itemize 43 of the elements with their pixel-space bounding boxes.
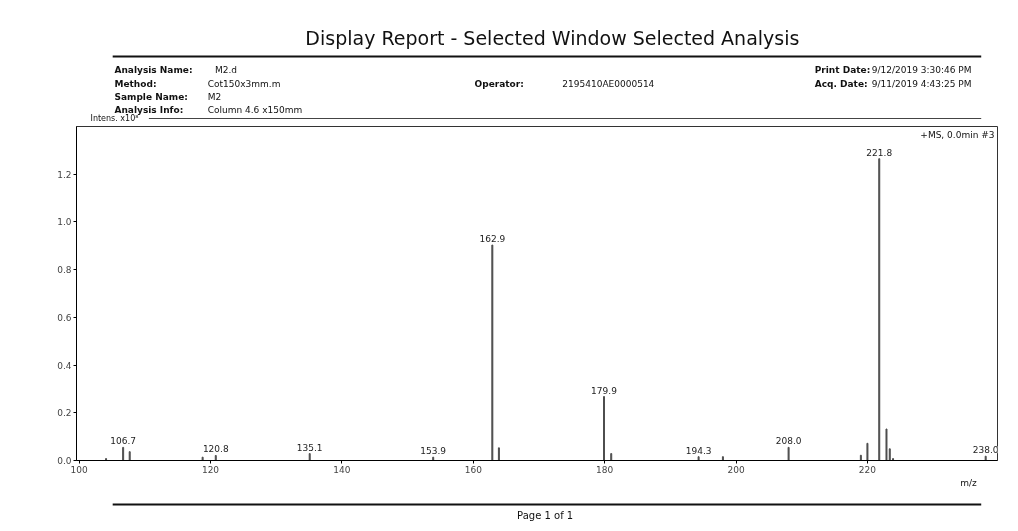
y-tick-label: 1.0	[57, 217, 72, 228]
y-tick-label: 0.0	[57, 456, 72, 466]
x-tick-label: 140	[333, 464, 351, 475]
x-tick-label: 100	[70, 464, 88, 475]
text: 2195410AE0000514	[562, 78, 655, 89]
y-tick-label: 0.2	[57, 408, 72, 419]
x-tick-label: 220	[858, 464, 877, 475]
y-tick-label: 1.2	[57, 169, 72, 180]
text: Acq. Date:	[814, 78, 868, 89]
text: Analysis Name:	[114, 64, 193, 75]
annotation: 179.9	[591, 385, 618, 396]
y-axis-title: Intens. x10⁸	[90, 113, 139, 123]
annotation: 238.0	[972, 445, 999, 456]
y-tick-label: 0.4	[57, 360, 72, 371]
annotation: 194.3	[685, 445, 712, 456]
annotation: 106.7	[110, 436, 137, 447]
text: Analysis Info:	[114, 104, 184, 115]
text: 9/11/2019 4:43:25 PM	[871, 78, 972, 89]
text: M2	[207, 91, 222, 102]
annotation: 120.8	[202, 444, 229, 455]
x-tick-label: 200	[727, 464, 745, 475]
annotation: 221.8	[866, 147, 893, 158]
x-tick-label: 120	[201, 464, 220, 475]
text: 9/12/2019 3:30:46 PM	[871, 64, 972, 75]
x-tick-label: 180	[596, 464, 614, 475]
y-tick-label: 0.6	[57, 312, 72, 323]
annotation: 153.9	[420, 446, 447, 457]
x-axis-title: m/z	[960, 477, 977, 488]
text: M2.d	[214, 64, 237, 75]
text: Sample Name:	[114, 91, 188, 102]
text: Page 1 of 1	[517, 510, 574, 521]
text: Cot150x3mm.m	[207, 78, 281, 89]
annotation: 208.0	[775, 436, 802, 447]
annotation: 162.9	[479, 234, 506, 245]
y-tick-label: 0.8	[57, 265, 72, 276]
x-tick-label: 160	[464, 464, 483, 475]
annotation: +MS, 0.0min #3	[920, 129, 995, 140]
text: Column 4.6 x150mm	[207, 104, 303, 115]
chart-title: Display Report - Selected Window Selected Analysis	[305, 26, 800, 49]
annotation: 135.1	[296, 442, 323, 453]
text: Method:	[114, 78, 157, 89]
text: Operator:	[474, 78, 524, 89]
text: Print Date:	[814, 64, 871, 75]
